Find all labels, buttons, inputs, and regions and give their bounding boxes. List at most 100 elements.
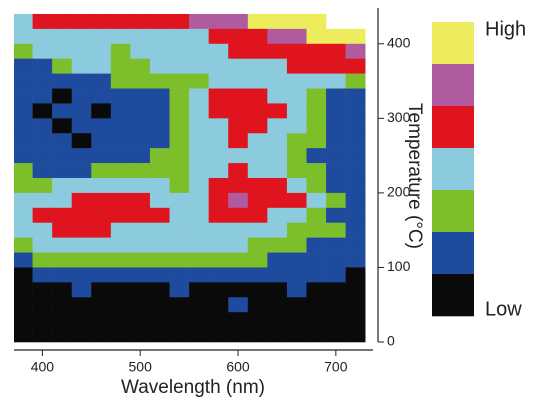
heatmap-cell — [208, 103, 229, 119]
heatmap-cell — [91, 13, 112, 30]
heatmap-cell — [110, 148, 131, 164]
heatmap-cell — [189, 13, 209, 30]
heatmap-cell — [286, 88, 307, 104]
heatmap-cell — [306, 207, 327, 224]
heatmap-cell — [267, 297, 288, 313]
heatmap-cell — [14, 237, 33, 253]
heatmap-cell — [71, 267, 92, 283]
heatmap-cell — [52, 237, 73, 253]
heatmap-cell — [130, 73, 151, 89]
x-tick-label: 500 — [129, 359, 153, 375]
heatmap-cell — [91, 267, 112, 283]
heatmap-cell — [91, 312, 112, 328]
heatmap-cell — [345, 88, 366, 104]
heatmap-cell — [247, 207, 268, 224]
heatmap-cell — [208, 13, 229, 30]
colorbar-swatch — [432, 106, 474, 149]
heatmap-cell — [14, 13, 33, 30]
heatmap-cell — [14, 118, 33, 134]
heatmap-cell — [208, 73, 229, 89]
heatmap-cell — [32, 177, 53, 194]
heatmap-cell — [189, 88, 209, 104]
heatmap-cell — [345, 312, 366, 328]
heatmap-cell — [326, 28, 346, 45]
heatmap-cell — [208, 237, 229, 253]
heatmap-cell — [130, 43, 151, 59]
heatmap-cell — [91, 88, 112, 104]
heatmap-cell — [149, 252, 170, 268]
heatmap-cell — [71, 28, 92, 45]
y-tick-label: 100 — [387, 258, 411, 274]
heatmap-cell — [32, 88, 53, 104]
heatmap-cell — [130, 103, 151, 119]
heatmap-cell — [52, 13, 73, 30]
heatmap-cell — [267, 163, 288, 179]
heatmap-cell — [267, 43, 288, 59]
heatmap-cell — [286, 252, 307, 268]
heatmap-cell — [247, 118, 268, 134]
heatmap-cell — [71, 118, 92, 134]
heatmap-cell — [149, 207, 170, 224]
heatmap-cell — [130, 177, 151, 194]
heatmap-cell — [52, 192, 73, 209]
heatmap-cell — [345, 252, 366, 268]
heatmap-cell — [32, 237, 53, 253]
heatmap-cell — [326, 88, 346, 104]
heatmap-cell — [169, 282, 190, 298]
heatmap-cell — [52, 177, 73, 194]
heatmap-cell — [286, 327, 307, 343]
heatmap-cell — [306, 13, 327, 30]
heatmap-cell — [228, 237, 249, 253]
heatmap-cell — [91, 133, 112, 149]
heatmap-cell — [267, 192, 288, 209]
heatmap-cell — [326, 103, 346, 119]
heatmap-cell — [247, 13, 268, 30]
heatmap-cell — [149, 73, 170, 89]
heatmap-cell — [228, 133, 249, 149]
heatmap-cell — [247, 43, 268, 59]
heatmap-cell — [286, 43, 307, 59]
heatmap-cell — [149, 103, 170, 119]
heatmap-cell — [169, 207, 190, 224]
heatmap-cell — [247, 163, 268, 179]
heatmap-cell — [228, 177, 249, 194]
heatmap-cell — [306, 237, 327, 253]
y-tick-label: 400 — [387, 34, 411, 50]
heatmap-cell — [247, 237, 268, 253]
heatmap-cell — [169, 28, 190, 45]
heatmap-cell — [149, 327, 170, 343]
heatmap-cell — [14, 192, 33, 209]
heatmap-cell — [91, 222, 112, 238]
heatmap-cell — [267, 118, 288, 134]
heatmap-cell — [189, 118, 209, 134]
heatmap-cell — [267, 73, 288, 89]
heatmap-cell — [326, 148, 346, 164]
heatmap-cell — [326, 312, 346, 328]
colorbar-low-label: Low — [485, 298, 522, 320]
heatmap-cell — [52, 282, 73, 298]
heatmap-cell — [91, 58, 112, 74]
heatmap-cell — [247, 192, 268, 209]
heatmap-cell — [345, 297, 366, 313]
heatmap-cell — [91, 252, 112, 268]
heatmap-cell — [130, 88, 151, 104]
heatmap-cell — [228, 43, 249, 59]
heatmap-cell — [130, 28, 151, 45]
heatmap-cell — [208, 222, 229, 238]
heatmap-cell — [286, 28, 307, 45]
heatmap-cell — [228, 73, 249, 89]
heatmap-cell — [169, 73, 190, 89]
heatmap-cell — [52, 148, 73, 164]
heatmap-cell — [169, 133, 190, 149]
heatmap-cell — [130, 192, 151, 209]
heatmap-cell — [306, 73, 327, 89]
heatmap-cell — [91, 327, 112, 343]
heatmap-cell — [169, 192, 190, 209]
heatmap-cell — [149, 133, 170, 149]
heatmap-cell — [169, 88, 190, 104]
heatmap-cell — [110, 73, 131, 89]
heatmap-cell — [71, 58, 92, 74]
heatmap-cell — [52, 327, 73, 343]
heatmap-cell — [52, 103, 73, 119]
heatmap-cell — [326, 192, 346, 209]
